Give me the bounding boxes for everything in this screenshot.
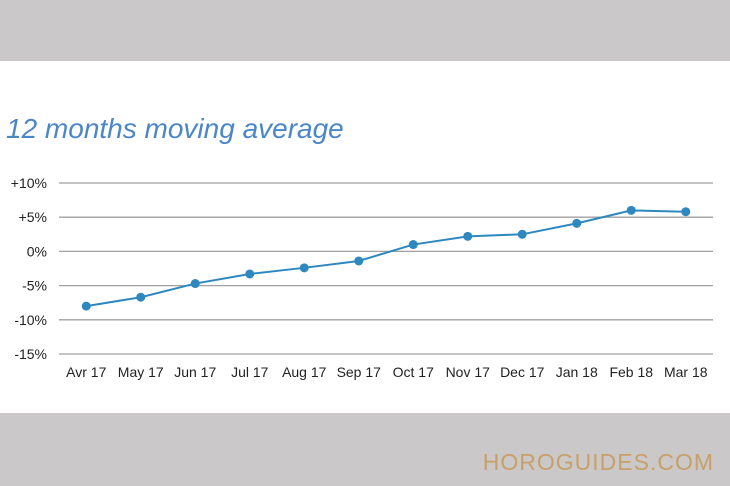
bottom-band: HOROGUIDES.COM [0,413,730,486]
x-tick-label: Jan 18 [556,364,598,380]
y-tick-label: -15% [14,346,47,362]
series-group [81,205,691,311]
x-tick-label: Aug 17 [282,364,327,380]
top-band [0,0,730,61]
gridlines [59,182,713,355]
x-tick-label: Jul 17 [231,364,269,380]
data-point [354,256,364,266]
data-point [81,301,91,311]
y-tick-label: -10% [14,312,47,328]
x-tick-label: May 17 [118,364,164,380]
chart-title: 12 months moving average [6,113,344,144]
y-axis-ticks: +10% +5% 0% -5% -10% -15% [11,175,47,362]
x-tick-label: Oct 17 [393,364,434,380]
x-tick-label: Nov 17 [446,364,491,380]
x-tick-label: Jun 17 [174,364,216,380]
data-point [681,207,691,217]
data-point [299,263,309,273]
data-point [190,279,200,289]
y-tick-label: -5% [22,278,47,294]
data-point [245,269,255,279]
line-chart: +10% +5% 0% -5% -10% -15% Avr 17 May 17 Jun 17 J… [11,175,713,380]
data-point [463,231,473,241]
x-axis-ticks: Avr 17 May 17 Jun 17 Jul 17 Aug 17 Sep 17 Oct … [66,364,708,380]
series-line [86,209,686,308]
y-tick-label: 0% [27,243,47,259]
data-point [408,240,418,250]
data-point [572,218,582,228]
data-point [626,205,636,215]
brand-watermark: HOROGUIDES.COM [482,449,714,475]
y-tick-label: +10% [11,175,47,191]
x-tick-label: Sep 17 [337,364,382,380]
data-point [136,292,146,302]
x-tick-label: Mar 18 [664,364,708,380]
x-tick-label: Feb 18 [609,364,653,380]
data-point [517,229,527,239]
y-tick-label: +5% [19,209,47,225]
x-tick-label: Dec 17 [500,364,545,380]
x-tick-label: Avr 17 [66,364,106,380]
